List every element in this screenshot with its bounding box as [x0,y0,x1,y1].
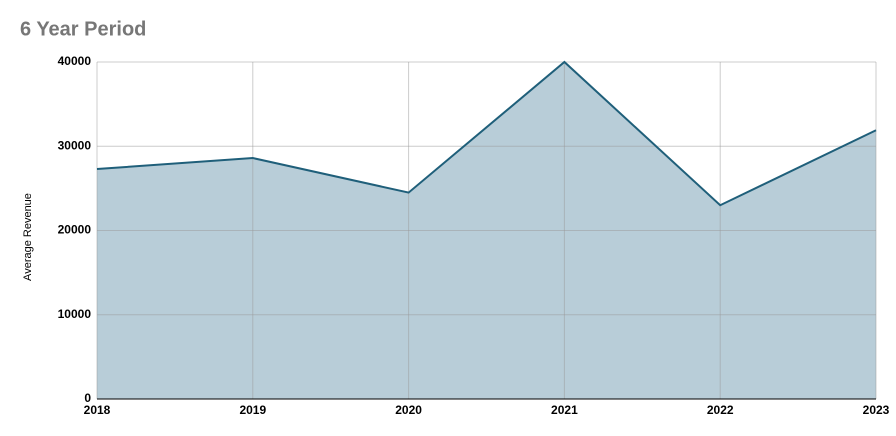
chart-title: 6 Year Period [20,18,146,40]
y-axis-label: Average Revenue [22,193,34,281]
x-tick-label: 2022 [707,403,734,417]
x-tick-label: 2021 [551,403,578,417]
x-tick-label: 2018 [84,403,111,417]
y-tick-label: 30000 [58,138,92,152]
line [96,60,877,207]
y-tick-label: 40000 [58,54,92,68]
x-tick-label: 2023 [863,403,890,417]
y-tick-label: 20000 [58,223,92,237]
y-tick-label: 0 [84,391,91,405]
x-tick-label: 2020 [395,403,422,417]
y-tick-label: 10000 [58,307,92,321]
x-tick-label: 2019 [239,403,266,417]
